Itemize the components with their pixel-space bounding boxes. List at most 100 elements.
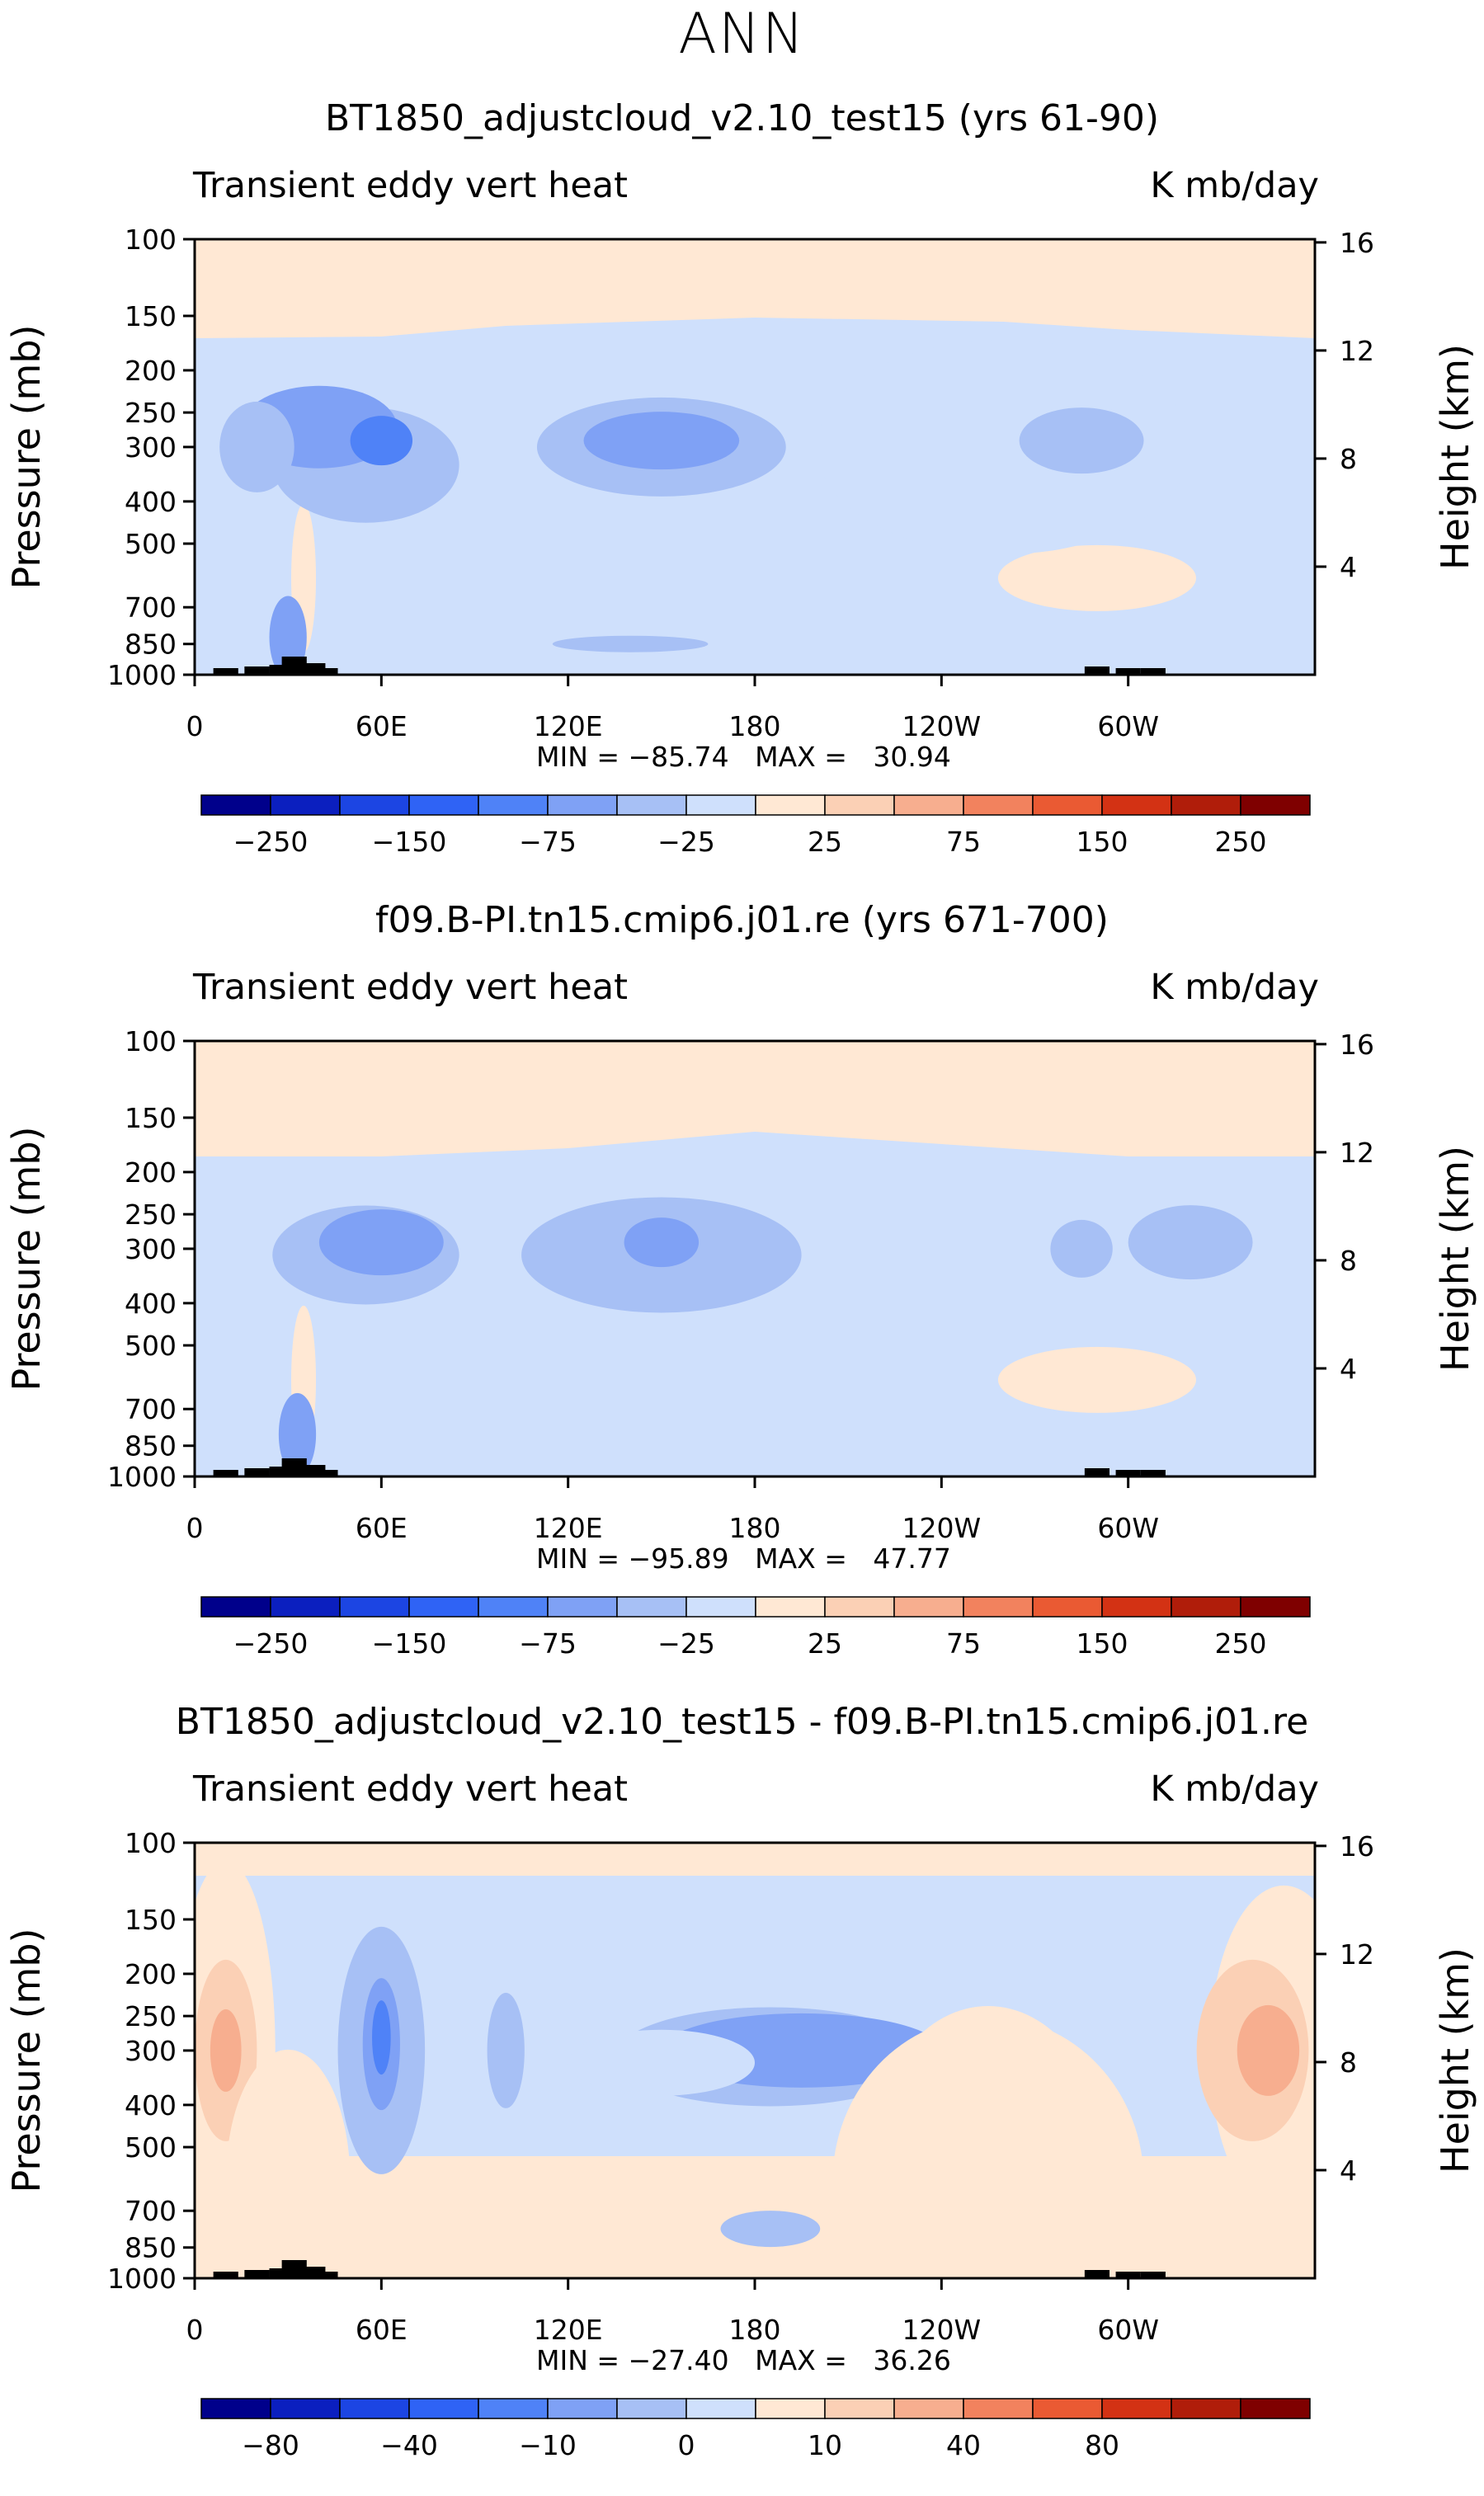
- topography-mask: [1115, 1470, 1141, 1476]
- colorbar-box: [893, 1596, 964, 1618]
- contour-fill-group: [195, 1860, 1315, 2278]
- units-label: K mb/day: [1150, 165, 1319, 206]
- colorbar-box: [1101, 794, 1172, 816]
- colorbar-box: [963, 794, 1034, 816]
- pressure-tick-label: 200: [125, 1958, 177, 1990]
- positive-contour-region: [210, 2009, 242, 2092]
- topography-mask: [313, 2272, 338, 2278]
- colorbar-box: [339, 794, 410, 816]
- topography-mask: [1115, 668, 1141, 675]
- height-tick-label: 4: [1340, 1353, 1357, 1385]
- longitude-tick-label: 180: [729, 1512, 781, 1544]
- longitude-tick-label: 60E: [356, 2314, 408, 2346]
- negative-contour-region: [372, 2000, 391, 2075]
- pressure-tick-label: 700: [125, 591, 177, 624]
- colorbar-box: [1032, 1596, 1103, 1618]
- colorbar-label: 75: [946, 826, 981, 858]
- height-tick-label: 8: [1340, 2046, 1357, 2079]
- colorbar-box: [270, 2398, 341, 2419]
- negative-contour-region: [583, 412, 740, 470]
- colorbar-box: [408, 2398, 479, 2419]
- longitude-tick-label: 0: [186, 710, 204, 742]
- longitude-tick-label: 180: [729, 710, 781, 742]
- height-tick-label: 4: [1340, 551, 1357, 583]
- colorbar-box: [478, 2398, 549, 2419]
- pressure-tick-label: 100: [125, 1827, 177, 1859]
- pressure-axis-title: Pressure (mb): [4, 325, 49, 590]
- colorbar-box: [685, 1596, 756, 1618]
- colorbar-label: −75: [519, 1627, 577, 1660]
- longitude-tick-label: 120W: [902, 2314, 982, 2346]
- height-tick-label: 16: [1340, 227, 1374, 259]
- longitude-tick-label: 60E: [356, 1512, 408, 1544]
- colorbar-label: 150: [1076, 826, 1128, 858]
- panel-title: f09.B-PI.tn15.cmip6.j01.re (yrs 671-700): [375, 899, 1109, 941]
- colorbar-box: [200, 1596, 271, 1618]
- longitude-tick-label: 60W: [1097, 2314, 1159, 2346]
- colorbar-label: 80: [1085, 2429, 1119, 2461]
- colorbar-box: [547, 1596, 618, 1618]
- pressure-axis-title: Pressure (mb): [4, 1929, 49, 2193]
- negative-contour-region: [278, 1392, 317, 1476]
- pressure-tick-label: 200: [125, 1156, 177, 1189]
- longitude-tick-label: 0: [186, 2314, 204, 2346]
- longitude-tick-label: 0: [186, 1512, 204, 1544]
- units-label: K mb/day: [1150, 1768, 1319, 1810]
- colorbar-box: [478, 1596, 549, 1618]
- height-tick-label: 16: [1340, 1830, 1374, 1863]
- pressure-tick-label: 1000: [107, 1461, 177, 1493]
- negative-contour-region: [720, 2211, 821, 2248]
- colorbar-label: −40: [380, 2429, 438, 2461]
- units-label: K mb/day: [1150, 967, 1319, 1008]
- colorbar-box: [339, 2398, 410, 2419]
- topography-mask: [244, 2270, 270, 2278]
- colorbar-box: [755, 794, 826, 816]
- colorbar-box: [616, 2398, 687, 2419]
- colorbar-label: −250: [233, 1627, 309, 1660]
- colorbar-label: −25: [657, 1627, 715, 1660]
- field-name-label: Transient eddy vert heat: [193, 1768, 629, 1810]
- colorbar-box: [1032, 2398, 1103, 2419]
- negative-contour-region: [219, 401, 294, 492]
- colorbar-box: [1101, 2398, 1172, 2419]
- colorbar-label: −150: [372, 826, 447, 858]
- topography-mask: [244, 1468, 270, 1476]
- longitude-tick-label: 120E: [534, 710, 603, 742]
- panel-3: BT1850_adjustcloud_v2.10_test15 - f09.B-…: [0, 1701, 1484, 2493]
- colorbar-box: [339, 1596, 410, 1618]
- colorbar-box: [270, 794, 341, 816]
- height-axis-title: Height (km): [1433, 1146, 1477, 1372]
- topography-mask: [313, 668, 338, 675]
- pressure-tick-label: 400: [125, 2089, 177, 2122]
- colorbar-label: −80: [242, 2429, 299, 2461]
- longitude-tick-label: 180: [729, 2314, 781, 2346]
- topography-mask: [213, 1470, 238, 1476]
- topography-mask: [1115, 2272, 1141, 2278]
- panel-title: BT1850_adjustcloud_v2.10_test15 (yrs 61-…: [324, 97, 1160, 139]
- colorbar-box: [893, 794, 964, 816]
- pressure-tick-label: 700: [125, 1393, 177, 1425]
- colorbar-label: −150: [372, 1627, 447, 1660]
- colorbar-label: −10: [519, 2429, 577, 2461]
- topography-mask: [1084, 1468, 1110, 1476]
- colorbar-box: [547, 794, 618, 816]
- pressure-tick-label: 150: [125, 300, 177, 332]
- pressure-tick-label: 100: [125, 224, 177, 256]
- min-max-label: MIN = −27.40 MAX = 36.26: [536, 2344, 951, 2376]
- colorbar-box: [824, 794, 895, 816]
- colorbar-box: [270, 1596, 341, 1618]
- pressure-tick-label: 250: [125, 1199, 177, 1231]
- height-tick-label: 8: [1340, 1245, 1357, 1277]
- stratosphere-positive-band: [195, 1041, 1315, 1156]
- min-max-label: MIN = −95.89 MAX = 47.77: [536, 1542, 951, 1575]
- colorbar-box: [1171, 794, 1241, 816]
- pressure-tick-label: 300: [125, 2035, 177, 2067]
- pressure-tick-label: 150: [125, 1904, 177, 1936]
- pressure-tick-label: 150: [125, 1102, 177, 1134]
- colorbar-label: 40: [946, 2429, 981, 2461]
- pressure-tick-label: 200: [125, 355, 177, 387]
- topography-mask: [1084, 2270, 1110, 2278]
- longitude-tick-label: 120W: [902, 1512, 982, 1544]
- colorbar-label: 0: [678, 2429, 695, 2461]
